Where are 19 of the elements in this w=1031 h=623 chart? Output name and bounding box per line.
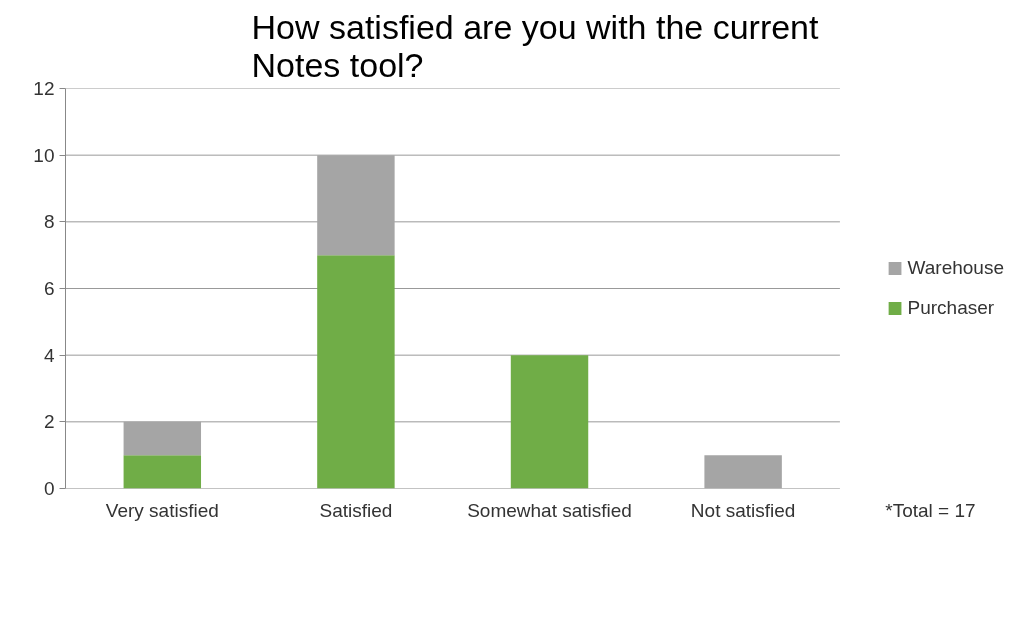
legend-label: Warehouse bbox=[907, 257, 1004, 279]
bar bbox=[123, 455, 202, 489]
x-tick-label: Very satisfied bbox=[105, 499, 219, 521]
x-tick-label: Not satisfied bbox=[690, 499, 796, 521]
y-tick-label: 12 bbox=[33, 78, 55, 99]
bar bbox=[704, 455, 782, 489]
y-tick-label: 4 bbox=[43, 344, 55, 366]
y-tick-label: 2 bbox=[43, 411, 55, 433]
y-tick-label: 10 bbox=[33, 144, 55, 166]
x-tick-label: Satisfied bbox=[319, 499, 393, 521]
x-tick-label: Somewhat satisfied bbox=[467, 499, 632, 521]
y-tick-label: 0 bbox=[43, 478, 55, 499]
bar bbox=[317, 255, 395, 489]
legend-label: Purchaser bbox=[907, 297, 995, 319]
y-tick-label: 8 bbox=[43, 211, 55, 233]
chart-title: How satisfied are you with the current Notes tool? bbox=[251, 7, 820, 84]
bar bbox=[510, 355, 589, 489]
text: *Total = 17 bbox=[885, 499, 976, 521]
y-tick-label: 6 bbox=[43, 278, 55, 299]
